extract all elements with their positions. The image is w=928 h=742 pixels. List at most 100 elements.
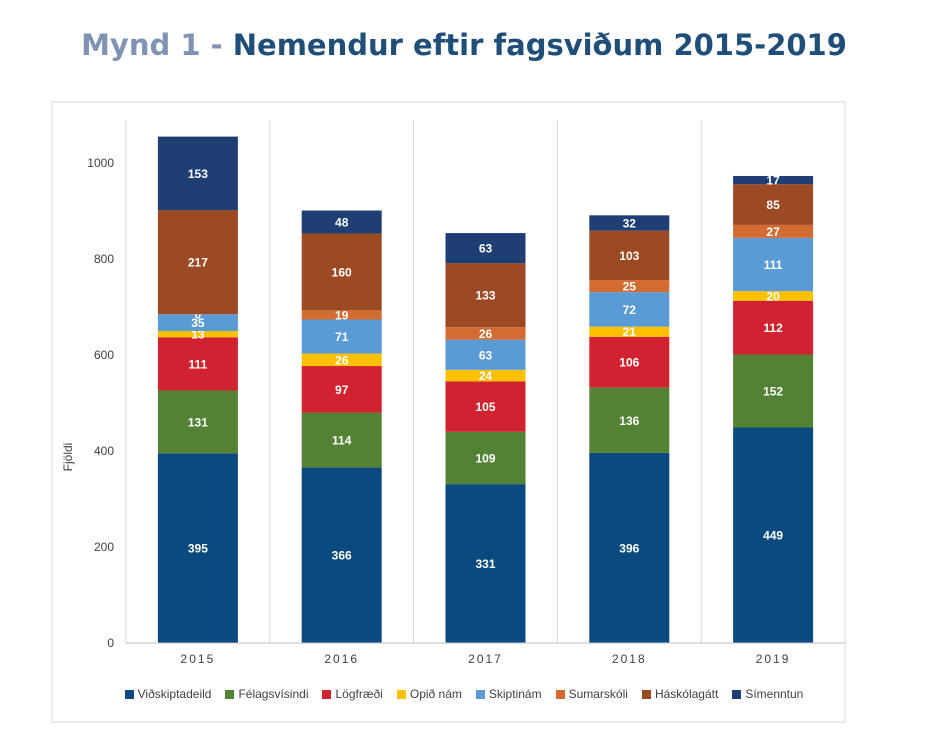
y-tick-label: 0 [107,636,114,650]
legend-label: Opið nám [409,687,462,701]
data-label: 106 [619,356,639,370]
data-label: 32 [623,217,637,231]
data-label: 26 [335,353,349,367]
data-label: 153 [188,167,208,181]
legend-item: Sumarskóli [555,687,628,701]
data-label: 331 [475,557,495,571]
chart-title: Mynd 1 - Nemendur eftir fagsviðum 2015-2… [0,28,928,62]
bar-segment [733,175,814,185]
bar-segment [445,327,526,340]
bar-segment [445,263,526,328]
y-tick-label: 600 [94,348,114,362]
legend-swatch [732,689,742,699]
bar-segment [589,280,670,293]
bar-segment [445,339,526,370]
data-label: 97 [335,383,349,397]
data-label: 19 [335,308,349,322]
x-tick-label: 2016 [324,652,359,666]
legend-swatch [641,689,651,699]
bar-segment [301,210,382,234]
bar-segment [157,453,238,643]
bar-segment [301,366,382,413]
legend-label: Skiptinám [488,687,542,701]
y-tick-label: 400 [94,444,114,458]
data-label: 13 [191,328,205,342]
legend-label: Lögfræði [335,687,383,701]
bar-segment [589,292,670,327]
data-label: 160 [332,265,352,279]
bar-segment [733,427,814,643]
x-tick-label: 2015 [181,652,216,666]
data-label: 26 [479,327,493,341]
bar-segment [157,331,238,338]
bar-segment [445,233,526,264]
bar-segment [589,452,670,643]
bar-segment [157,314,238,331]
legend-swatch [475,689,485,699]
data-label: 152 [763,385,783,399]
data-label: 131 [188,415,208,429]
bar-segment [445,369,526,382]
bar-segment [589,230,670,281]
bar-segment [157,136,238,211]
legend: Viðskiptadeild Félagsvísindi Lögfræði Opið … [0,687,928,701]
y-axis-label: Fjöldi [61,443,75,472]
bar-segment [157,210,238,315]
bar-segment [733,184,814,225]
legend-label: Félagsvísindi [238,687,309,701]
data-label: 112 [763,321,783,335]
bar-segment [301,412,382,468]
legend-swatch [124,689,134,699]
bar-segment [301,310,382,320]
bar-segment [589,326,670,337]
bar-segment [301,467,382,643]
bar-segment [589,215,670,231]
y-tick-label: 1000 [87,156,114,170]
x-tick-label: 2018 [612,652,647,666]
legend-item: Skiptinám [475,687,542,701]
data-label: 21 [623,325,637,339]
chart-frame [51,101,846,723]
y-tick-label: 800 [94,252,114,266]
y-tick-label: 200 [94,540,114,554]
bar-segment [301,353,382,367]
bar-segment [733,300,814,355]
bar-segment [589,387,670,453]
data-label: 48 [335,216,349,230]
data-label: 449 [763,529,783,543]
data-label: 72 [623,303,637,317]
legend-swatch [225,689,235,699]
data-label: 136 [619,414,639,428]
bar-segment [445,381,526,432]
data-label: 63 [479,348,493,362]
chart-title-main: Nemendur eftir fagsviðum 2015-2019 [232,28,847,62]
bar-segment [733,354,814,428]
data-label: 114 [332,433,352,447]
bar-segment [445,484,526,643]
bar-segment [157,337,238,391]
bar-segment [733,224,814,238]
data-label: 396 [619,541,639,555]
bar-segment [301,319,382,354]
data-label: 111 [764,258,783,272]
bar-segment [733,237,814,292]
data-label: 27 [766,225,780,239]
bar-segment [445,431,526,485]
data-label: 24 [479,369,493,383]
data-label: 103 [619,249,639,263]
legend-item: Opið nám [396,687,462,701]
data-label: 105 [475,400,495,414]
legend-item: Lögfræði [322,687,383,701]
data-label: 0 [195,308,202,322]
bar-segment [301,233,382,311]
data-label: 17 [766,174,780,188]
legend-swatch [555,689,565,699]
legend-label: Háskólagátt [654,687,719,701]
legend-swatch [396,689,406,699]
legend-item: Háskólagátt [641,687,719,701]
legend-label: Sumarskóli [568,687,628,701]
data-label: 395 [188,542,208,556]
legend-item: Viðskiptadeild [124,687,211,701]
legend-item: Símenntun [732,687,803,701]
